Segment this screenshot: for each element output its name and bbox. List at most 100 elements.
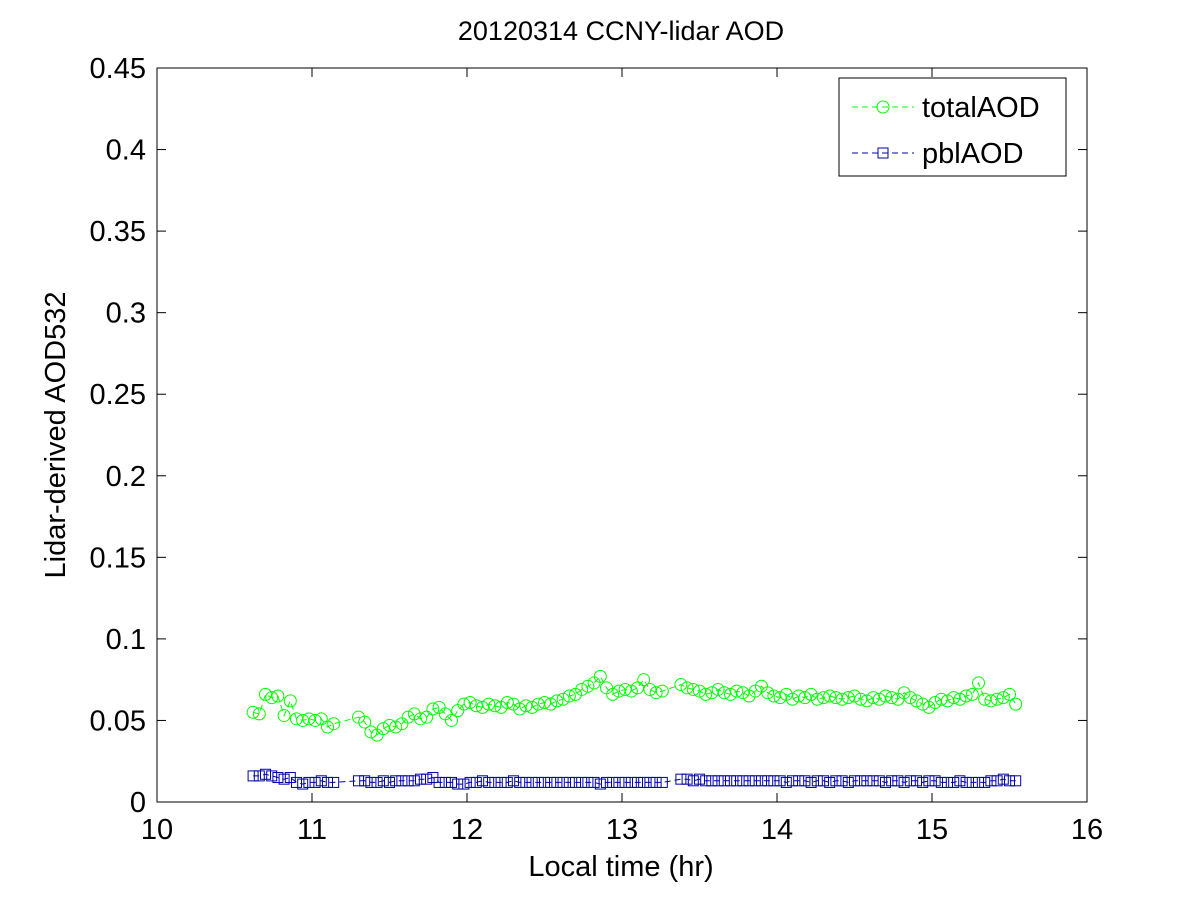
data-point-totalAOD xyxy=(321,720,334,734)
data-point-pblAOD xyxy=(489,776,501,788)
data-point-totalAOD xyxy=(414,712,427,726)
data-point-pblAOD xyxy=(836,775,848,787)
data-point-totalAOD xyxy=(314,712,328,726)
data-point-totalAOD xyxy=(308,713,322,727)
data-point-pblAOD xyxy=(601,776,612,788)
data-point-pblAOD xyxy=(973,776,984,788)
data-point-totalAOD xyxy=(575,682,589,696)
y-tick-label: 0.15 xyxy=(90,542,146,574)
data-point-pblAOD xyxy=(526,776,538,788)
data-point-pblAOD xyxy=(470,776,482,788)
data-point-pblAOD xyxy=(756,775,767,787)
data-point-totalAOD xyxy=(482,697,496,711)
y-tick-label: 0.05 xyxy=(90,705,146,737)
data-point-pblAOD xyxy=(359,775,371,787)
data-point-totalAOD xyxy=(500,696,514,710)
data-point-pblAOD xyxy=(408,775,420,787)
data-point-totalAOD xyxy=(674,678,688,692)
data-point-totalAOD xyxy=(426,702,440,716)
data-point-pblAOD xyxy=(799,775,811,787)
data-point-pblAOD xyxy=(929,775,941,787)
y-axis: 0 0.05 0.1 0.15 0.2 0.25 0.3 0.35 0.4 0.45 xyxy=(90,53,1087,819)
data-point-totalAOD xyxy=(680,681,694,695)
data-point-pblAOD xyxy=(508,775,519,787)
data-point-pblAOD xyxy=(278,773,290,785)
data-point-pblAOD xyxy=(458,778,470,790)
data-point-pblAOD xyxy=(272,772,284,784)
data-point-totalAOD xyxy=(711,682,725,696)
data-point-pblAOD xyxy=(297,778,309,790)
data-point-pblAOD xyxy=(483,776,495,788)
data-point-totalAOD xyxy=(637,673,651,687)
data-point-pblAOD xyxy=(613,776,625,788)
data-point-totalAOD xyxy=(277,709,291,723)
data-point-pblAOD xyxy=(904,775,916,787)
data-point-totalAOD xyxy=(934,692,948,706)
data-point-totalAOD xyxy=(283,694,297,708)
y-tick-label: 0.3 xyxy=(106,298,146,330)
data-point-totalAOD xyxy=(649,686,663,700)
data-point-pblAOD xyxy=(886,775,898,787)
data-point-pblAOD xyxy=(322,776,333,788)
data-point-totalAOD xyxy=(538,696,551,710)
data-point-pblAOD xyxy=(855,775,867,787)
data-point-pblAOD xyxy=(557,776,569,788)
data-point-pblAOD xyxy=(315,775,327,787)
data-point-pblAOD xyxy=(824,776,836,788)
data-point-totalAOD xyxy=(457,697,471,711)
data-point-pblAOD xyxy=(898,776,910,788)
data-point-pblAOD xyxy=(911,775,922,787)
series-totalAOD xyxy=(246,669,1023,742)
data-point-totalAOD xyxy=(624,684,638,698)
data-point-pblAOD xyxy=(328,776,340,788)
data-point-pblAOD xyxy=(520,776,532,788)
data-point-totalAOD xyxy=(724,687,737,701)
data-point-totalAOD xyxy=(916,697,930,711)
data-point-pblAOD xyxy=(291,776,302,788)
data-point-pblAOD xyxy=(303,776,315,788)
data-point-pblAOD xyxy=(650,776,662,788)
data-point-pblAOD xyxy=(935,776,947,788)
data-point-pblAOD xyxy=(353,775,364,787)
data-point-totalAOD xyxy=(593,669,607,683)
data-point-pblAOD xyxy=(253,770,265,782)
data-point-totalAOD xyxy=(476,700,489,714)
data-point-pblAOD xyxy=(514,776,526,788)
y-tick-label: 0.2 xyxy=(106,461,146,493)
data-point-totalAOD xyxy=(643,682,657,696)
data-point-totalAOD xyxy=(810,692,824,706)
data-point-pblAOD xyxy=(706,775,718,787)
data-point-totalAOD xyxy=(389,720,403,734)
data-point-pblAOD xyxy=(1010,775,1022,787)
data-point-totalAOD xyxy=(364,725,378,739)
data-point-totalAOD xyxy=(879,689,892,703)
data-point-pblAOD xyxy=(960,776,972,788)
data-point-totalAOD xyxy=(544,697,558,711)
data-point-totalAOD xyxy=(693,684,706,698)
data-point-pblAOD xyxy=(396,775,408,787)
data-point-totalAOD xyxy=(358,715,372,729)
data-point-pblAOD xyxy=(582,776,594,788)
data-point-totalAOD xyxy=(773,691,787,705)
data-point-pblAOD xyxy=(594,778,606,790)
data-point-pblAOD xyxy=(576,776,588,788)
data-point-totalAOD xyxy=(786,692,799,706)
series-pblAOD xyxy=(247,768,1022,790)
data-point-totalAOD xyxy=(1003,687,1016,701)
data-point-pblAOD xyxy=(532,776,544,788)
data-point-totalAOD xyxy=(383,718,396,732)
x-axis-title: Local time (hr) xyxy=(528,851,713,883)
data-point-totalAOD xyxy=(699,687,713,701)
data-point-totalAOD xyxy=(655,684,669,698)
data-point-pblAOD xyxy=(390,775,402,787)
data-point-totalAOD xyxy=(860,694,874,708)
data-point-totalAOD xyxy=(550,694,564,708)
data-point-totalAOD xyxy=(581,679,595,693)
legend-label-pblaod: pblAOD xyxy=(922,138,1024,170)
data-point-totalAOD xyxy=(246,705,260,719)
data-point-totalAOD xyxy=(265,691,279,705)
data-point-pblAOD xyxy=(638,776,650,788)
data-point-pblAOD xyxy=(867,775,879,787)
data-point-pblAOD xyxy=(768,775,780,787)
